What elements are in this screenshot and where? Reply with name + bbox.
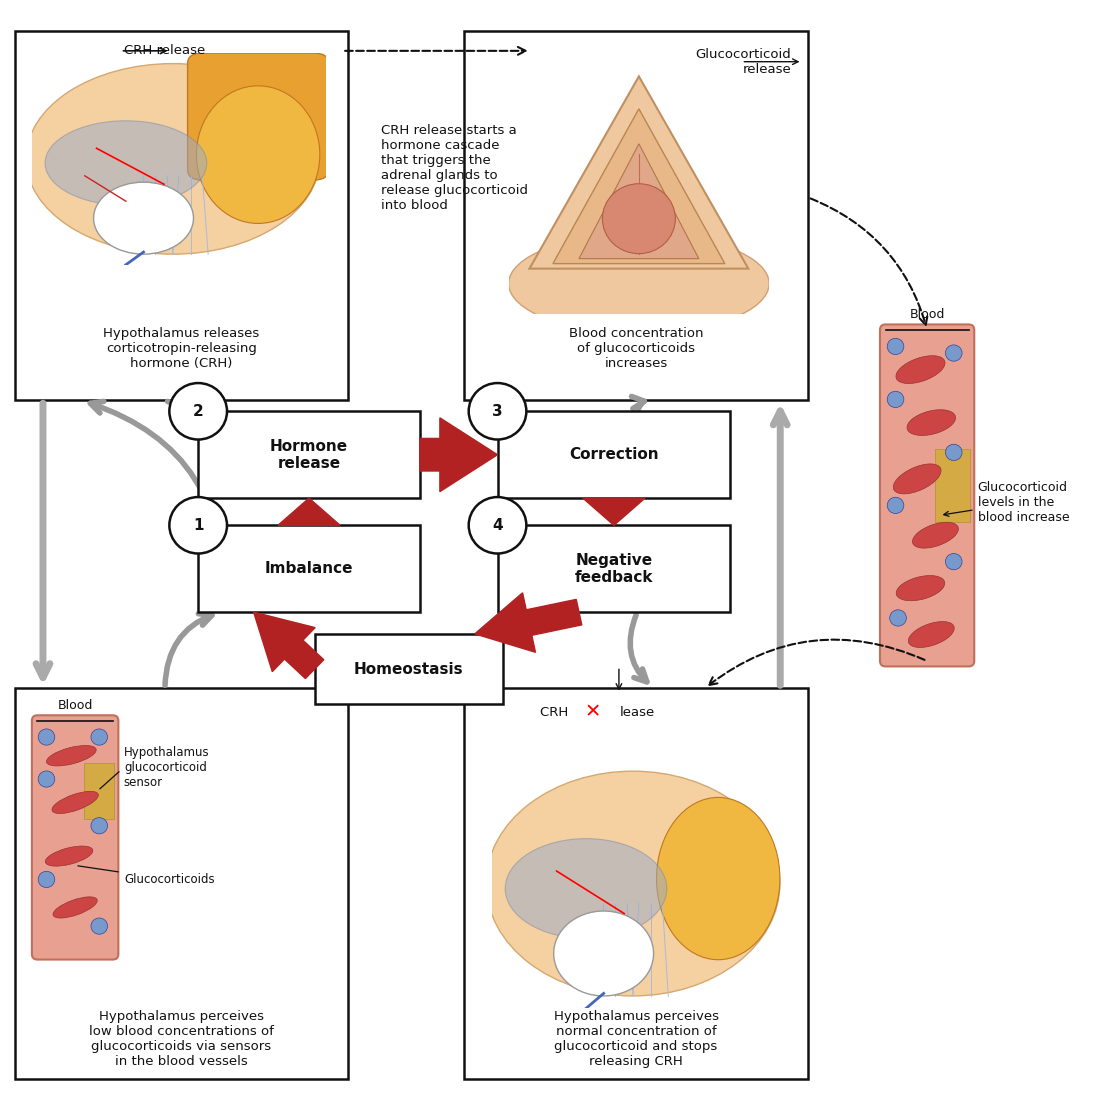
FancyBboxPatch shape <box>198 525 420 613</box>
FancyBboxPatch shape <box>84 763 114 818</box>
Circle shape <box>945 345 962 361</box>
Circle shape <box>170 383 227 440</box>
Text: 3: 3 <box>493 404 503 419</box>
FancyBboxPatch shape <box>880 325 974 666</box>
Circle shape <box>38 771 55 788</box>
Text: CRH release starts a
hormone cascade
that triggers the
adrenal glands to
release: CRH release starts a hormone cascade tha… <box>381 124 528 211</box>
Polygon shape <box>254 613 324 678</box>
Text: Blood: Blood <box>909 309 945 322</box>
Circle shape <box>469 497 526 554</box>
Polygon shape <box>583 498 645 525</box>
Text: ✕: ✕ <box>585 702 601 722</box>
Ellipse shape <box>908 621 954 648</box>
Ellipse shape <box>894 464 941 493</box>
FancyBboxPatch shape <box>465 688 808 1079</box>
Circle shape <box>887 497 904 513</box>
FancyBboxPatch shape <box>315 633 503 705</box>
FancyBboxPatch shape <box>16 32 347 400</box>
Text: 2: 2 <box>193 404 203 419</box>
Ellipse shape <box>46 846 93 866</box>
Text: Hypothalamus
glucocorticoid
sensor: Hypothalamus glucocorticoid sensor <box>99 746 210 789</box>
Circle shape <box>90 729 107 745</box>
Circle shape <box>890 609 906 626</box>
Circle shape <box>90 817 107 834</box>
Text: Negative
feedback: Negative feedback <box>574 552 653 585</box>
FancyBboxPatch shape <box>32 715 118 959</box>
Text: Glucocorticoid
release: Glucocorticoid release <box>696 48 791 75</box>
Circle shape <box>38 729 55 745</box>
Text: lease: lease <box>620 706 655 719</box>
Text: Blood: Blood <box>57 699 93 712</box>
FancyBboxPatch shape <box>497 411 731 498</box>
Circle shape <box>887 338 904 354</box>
Ellipse shape <box>47 745 96 766</box>
Text: 1: 1 <box>193 517 203 533</box>
Text: Glucocorticoids: Glucocorticoids <box>78 865 214 886</box>
Ellipse shape <box>907 410 955 435</box>
Text: Correction: Correction <box>570 447 659 463</box>
Circle shape <box>170 497 227 554</box>
Circle shape <box>90 918 107 934</box>
FancyBboxPatch shape <box>497 525 731 613</box>
Polygon shape <box>475 593 582 652</box>
Polygon shape <box>420 418 497 491</box>
Text: Hypothalamus perceives
normal concentration of
glucocorticoid and stops
releasin: Hypothalamus perceives normal concentrat… <box>554 1010 718 1068</box>
Text: Homeostasis: Homeostasis <box>354 662 464 676</box>
FancyBboxPatch shape <box>935 449 971 522</box>
Text: CRH release: CRH release <box>124 45 206 57</box>
Ellipse shape <box>896 575 945 601</box>
Text: Glucocorticoid
levels in the
blood increase: Glucocorticoid levels in the blood incre… <box>944 480 1069 524</box>
Polygon shape <box>278 498 340 525</box>
Text: 4: 4 <box>493 517 503 533</box>
Ellipse shape <box>913 522 958 548</box>
Circle shape <box>945 444 962 461</box>
FancyBboxPatch shape <box>198 411 420 498</box>
Circle shape <box>945 554 962 570</box>
Text: Hormone
release: Hormone release <box>270 439 349 470</box>
Text: Hypothalamus releases
corticotropin-releasing
hormone (CRH): Hypothalamus releases corticotropin-rele… <box>104 327 259 370</box>
Ellipse shape <box>52 897 97 918</box>
Ellipse shape <box>51 791 98 814</box>
Ellipse shape <box>896 356 945 384</box>
Circle shape <box>469 383 526 440</box>
Circle shape <box>887 392 904 408</box>
Text: Hypothalamus perceives
low blood concentrations of
glucocorticoids via sensors
i: Hypothalamus perceives low blood concent… <box>89 1010 274 1068</box>
Text: Imbalance: Imbalance <box>265 561 353 577</box>
Circle shape <box>38 871 55 887</box>
Text: CRH: CRH <box>540 706 572 719</box>
FancyBboxPatch shape <box>465 32 808 400</box>
Text: Blood concentration
of glucocorticoids
increases: Blood concentration of glucocorticoids i… <box>569 327 704 370</box>
FancyBboxPatch shape <box>16 688 347 1079</box>
